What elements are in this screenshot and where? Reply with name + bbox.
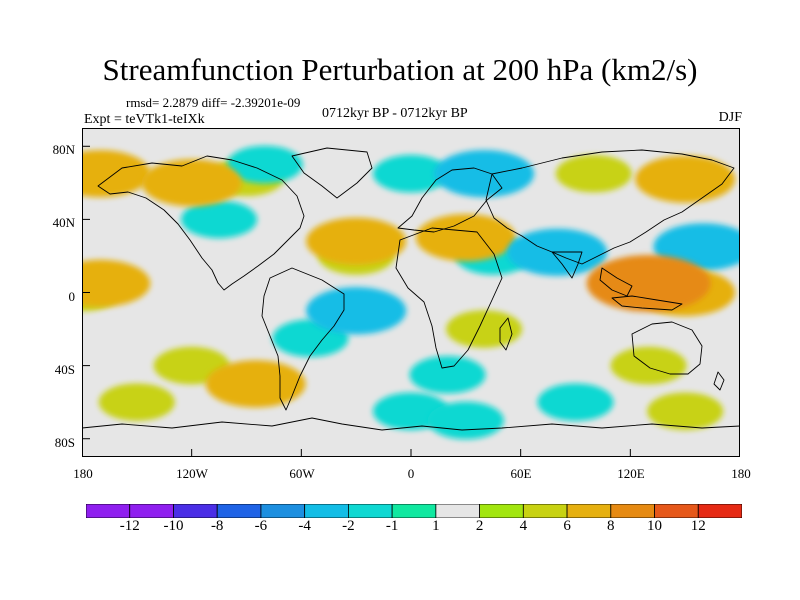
- colorbar-swatch: [304, 504, 349, 518]
- lat-label-80s: 80S: [54, 435, 75, 450]
- colorbar-label: -8: [210, 518, 224, 534]
- contour-region: [610, 346, 687, 385]
- coastline-asia: [485, 149, 735, 265]
- lon-label-120e: 120E: [617, 466, 645, 481]
- coastline-antarctica: [82, 417, 740, 431]
- coastline-greenland: [291, 147, 373, 199]
- colorbar-label: 10: [647, 518, 663, 534]
- colorbar-label: 8: [607, 518, 615, 534]
- coastline-europe: [397, 167, 503, 233]
- colorbar-label: -1: [385, 518, 399, 534]
- contour-region: [205, 360, 306, 408]
- plot-title: Streamfunction Perturbation at 200 hPa (…: [102, 52, 698, 87]
- colorbar-swatch: [173, 504, 218, 518]
- experiment-label: Expt = teVTk1-teIXk: [84, 112, 205, 127]
- coastline-north-america: [97, 155, 305, 291]
- lon-label-180w: 180: [73, 466, 93, 481]
- colorbar-swatch: [610, 504, 655, 518]
- colorbar-swatch: [479, 504, 524, 518]
- colorbar-swatch: [697, 504, 742, 518]
- contour-region: [141, 159, 242, 207]
- colorbar-swatch: [86, 504, 131, 518]
- colorbar-label: 2: [475, 518, 484, 534]
- lon-label-180e: 180: [731, 466, 751, 481]
- contour-region: [409, 355, 486, 394]
- lat-label-80n: 80N: [52, 142, 75, 157]
- contour-region: [427, 401, 504, 440]
- colorbar-label: -2: [342, 518, 355, 534]
- contour-region: [586, 254, 711, 312]
- lon-label-120w: 120W: [176, 466, 208, 481]
- coastline-australia: [631, 321, 703, 375]
- colorbar-label: 4: [519, 518, 528, 534]
- contour-region: [226, 145, 303, 184]
- coastline-india: [551, 251, 583, 279]
- lat-label-eq: 0: [68, 289, 76, 304]
- period-label: 0712kyr BP - 0712kyr BP: [322, 106, 468, 121]
- lon-label-60e: 60E: [510, 466, 532, 481]
- lon-label-0: 0: [407, 466, 415, 481]
- coastline-madagascar: [499, 317, 513, 351]
- colorbar-label: 12: [690, 518, 706, 534]
- colorbar-swatch: [216, 504, 262, 518]
- colorbar-swatch: [654, 504, 699, 518]
- contour-region: [98, 383, 175, 421]
- colorbar-swatch: [522, 504, 568, 518]
- contour-region: [415, 214, 516, 262]
- contour-region: [446, 310, 523, 348]
- contour-region: [373, 154, 449, 193]
- coastline-africa: [395, 227, 503, 369]
- contour-region: [82, 259, 151, 307]
- contour-region: [306, 287, 407, 335]
- lon-label-60w: 60W: [289, 466, 315, 481]
- stats-label: rmsd= 2.2879 diff= -2.39201e-09: [126, 95, 301, 110]
- contour-region: [537, 383, 614, 421]
- contour-region: [434, 150, 535, 198]
- colorbar-swatch: [347, 504, 393, 518]
- season-label: DJF: [718, 110, 742, 125]
- lat-label-40s: 40S: [54, 362, 75, 377]
- colorbar-label: 6: [563, 518, 571, 534]
- colorbar-label: 1: [432, 518, 440, 534]
- colorbar-label: -6: [254, 518, 268, 534]
- contour-region: [555, 154, 632, 193]
- colorbar-label: -4: [298, 518, 311, 534]
- colorbar-label: -12: [119, 518, 140, 534]
- colorbar-swatch: [391, 504, 437, 518]
- contour-region: [181, 200, 258, 239]
- coastline-southeast-asia: [599, 267, 633, 297]
- contour-region: [635, 155, 736, 203]
- colorbar-swatch: [260, 504, 306, 518]
- colorbar: [86, 504, 742, 518]
- colorbar-swatch: [435, 504, 481, 518]
- coastline-new-zealand: [713, 371, 725, 391]
- streamfunction-map: [82, 128, 740, 457]
- coastline-south-america: [261, 267, 345, 411]
- contour-region: [647, 392, 724, 431]
- colorbar-swatch: [129, 504, 174, 518]
- contour-region: [306, 217, 407, 265]
- lat-label-40n: 40N: [52, 215, 75, 230]
- colorbar-label: -10: [163, 518, 184, 534]
- coastline-indonesia: [611, 295, 683, 311]
- colorbar-swatch: [566, 504, 612, 518]
